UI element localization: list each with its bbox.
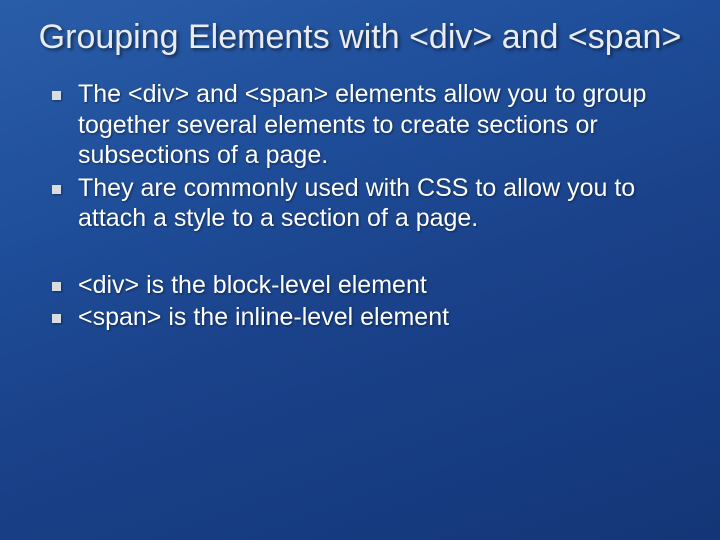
bullet-item: <span> is the inline-level element: [38, 302, 682, 333]
bullet-item: <div> is the block-level element: [38, 270, 682, 301]
bullet-item: They are commonly used with CSS to allow…: [38, 173, 682, 234]
bullet-block-0: The <div> and <span> elements allow you …: [38, 79, 682, 234]
block-gap: [38, 236, 682, 270]
slide-title: Grouping Elements with <div> and <span>: [0, 0, 720, 71]
bullet-block-1: <div> is the block-level element <span> …: [38, 270, 682, 333]
bullet-item: The <div> and <span> elements allow you …: [38, 79, 682, 171]
slide-body: The <div> and <span> elements allow you …: [0, 71, 720, 333]
slide: Grouping Elements with <div> and <span> …: [0, 0, 720, 540]
